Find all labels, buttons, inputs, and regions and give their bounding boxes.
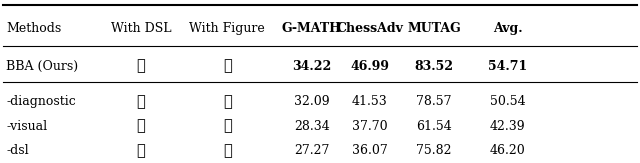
Text: 83.52: 83.52 [415,59,453,73]
Text: 34.22: 34.22 [292,59,332,73]
Text: -diagnostic: -diagnostic [6,95,76,108]
Text: ✗: ✗ [223,119,232,133]
Text: 28.34: 28.34 [294,120,330,133]
Text: 46.20: 46.20 [490,144,525,157]
Text: ✓: ✓ [223,95,232,109]
Text: ✓: ✓ [223,59,232,73]
Text: G-MATH: G-MATH [282,22,342,35]
Text: 41.53: 41.53 [352,95,388,108]
Text: -visual: -visual [6,120,47,133]
Text: ✓: ✓ [136,119,145,133]
Text: 27.27: 27.27 [294,144,330,157]
Text: 61.54: 61.54 [416,120,452,133]
Text: ChessAdv: ChessAdv [337,22,403,35]
Text: -dsl: -dsl [6,144,29,157]
Text: ✓: ✓ [223,144,232,158]
Text: 37.70: 37.70 [352,120,388,133]
Text: 54.71: 54.71 [488,59,527,73]
Text: BBA (Ours): BBA (Ours) [6,59,79,73]
Text: MUTAG: MUTAG [407,22,461,35]
Text: 50.54: 50.54 [490,95,525,108]
Text: 75.82: 75.82 [416,144,452,157]
Text: 36.07: 36.07 [352,144,388,157]
Text: 32.09: 32.09 [294,95,330,108]
Text: With DSL: With DSL [111,22,171,35]
Text: 78.57: 78.57 [416,95,452,108]
Text: With Figure: With Figure [189,22,265,35]
Text: Methods: Methods [6,22,61,35]
Text: 42.39: 42.39 [490,120,525,133]
Text: ✓: ✓ [136,59,145,73]
Text: Avg.: Avg. [493,22,522,35]
Text: 46.99: 46.99 [351,59,389,73]
Text: ✓: ✓ [136,95,145,109]
Text: ✗: ✗ [136,144,145,158]
